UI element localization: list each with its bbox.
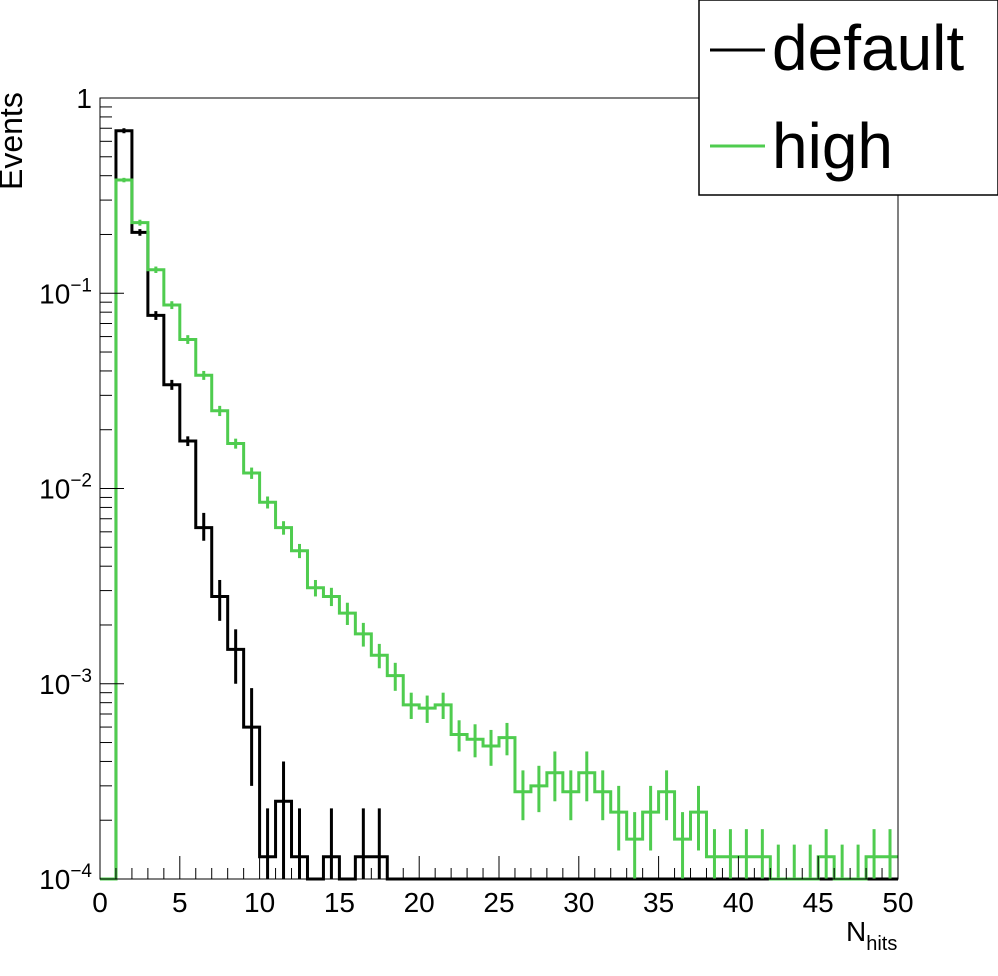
- histogram-default: [100, 129, 898, 881]
- y-tick-labels: 1 10−1 10−2 10−3 10−4: [39, 83, 92, 895]
- ticks-layer: [99, 97, 899, 880]
- x-tick-label-35: 35: [643, 887, 674, 918]
- x-axis-title: Nhits: [846, 916, 897, 955]
- x-axis-title-sub: hits: [866, 933, 897, 955]
- histogram-high: [100, 178, 898, 881]
- x-tick-label-5: 5: [172, 887, 188, 918]
- y-tick-label-1: 1: [76, 83, 92, 114]
- x-tick-labels: 0 5 10 15 20 25 30 35 40 45 50: [92, 887, 913, 918]
- x-tick-label-20: 20: [404, 887, 435, 918]
- x-tick-label-30: 30: [563, 887, 594, 918]
- x-tick-label-15: 15: [324, 887, 355, 918]
- x-tick-label-25: 25: [483, 887, 514, 918]
- legend-label-high: high: [772, 110, 893, 182]
- legend-label-default: default: [772, 12, 964, 84]
- x-axis-title-main: N: [846, 916, 866, 947]
- legend-box: [698, 0, 998, 196]
- y-tick-label-0.1: 10−1: [39, 275, 92, 309]
- x-tick-label-50: 50: [882, 887, 913, 918]
- x-tick-label-0: 0: [92, 887, 108, 918]
- y-tick-label-0.001: 10−3: [39, 666, 92, 700]
- series-layer: [100, 128, 898, 881]
- x-tick-label-40: 40: [723, 887, 754, 918]
- series-default: [100, 128, 898, 881]
- y-axis-title: Events: [0, 92, 29, 190]
- y-tick-label-0.01: 10−2: [39, 471, 92, 505]
- x-tick-label-45: 45: [803, 887, 834, 918]
- legend: default high: [698, 0, 998, 196]
- series-high: [100, 177, 898, 881]
- plot-frame: [99, 97, 899, 880]
- x-tick-label-10: 10: [244, 887, 275, 918]
- y-tick-label-0.0001: 10−4: [39, 861, 92, 895]
